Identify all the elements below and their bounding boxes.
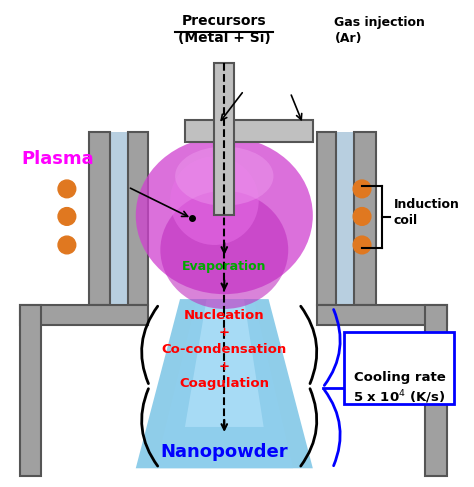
Polygon shape: [155, 299, 293, 468]
Circle shape: [353, 236, 371, 254]
Text: Induction
coil: Induction coil: [393, 198, 459, 227]
Bar: [317, 305, 447, 325]
Circle shape: [58, 236, 76, 254]
Text: Nanopowder: Nanopowder: [161, 443, 288, 461]
Ellipse shape: [136, 137, 313, 294]
Polygon shape: [136, 299, 313, 468]
Bar: [110, 132, 128, 305]
Text: Plasma: Plasma: [22, 150, 94, 168]
Bar: [20, 305, 147, 325]
Text: Evaporation: Evaporation: [182, 260, 266, 273]
Bar: [20, 305, 41, 476]
Text: Precursors
(Metal + Si): Precursors (Metal + Si): [178, 14, 271, 45]
Circle shape: [58, 207, 76, 225]
Bar: [317, 132, 354, 305]
Bar: [354, 132, 376, 305]
Bar: [128, 132, 147, 305]
Bar: [214, 63, 234, 215]
Bar: [317, 132, 337, 305]
Circle shape: [58, 180, 76, 198]
Polygon shape: [185, 299, 264, 427]
Bar: [425, 305, 447, 476]
Text: 5 x 10$^4$ (K/s): 5 x 10$^4$ (K/s): [353, 389, 446, 406]
Text: Nucleation
+
Co-condensation
+
Coagulation: Nucleation + Co-condensation + Coagulati…: [162, 309, 287, 390]
Bar: [89, 132, 110, 305]
Ellipse shape: [170, 156, 259, 245]
Text: Gas injection
(Ar): Gas injection (Ar): [335, 16, 425, 45]
Ellipse shape: [175, 147, 273, 206]
FancyBboxPatch shape: [344, 332, 455, 404]
Circle shape: [353, 180, 371, 198]
Circle shape: [353, 207, 371, 225]
Ellipse shape: [160, 191, 288, 309]
Text: Cooling rate: Cooling rate: [354, 371, 445, 384]
Bar: [185, 120, 313, 142]
